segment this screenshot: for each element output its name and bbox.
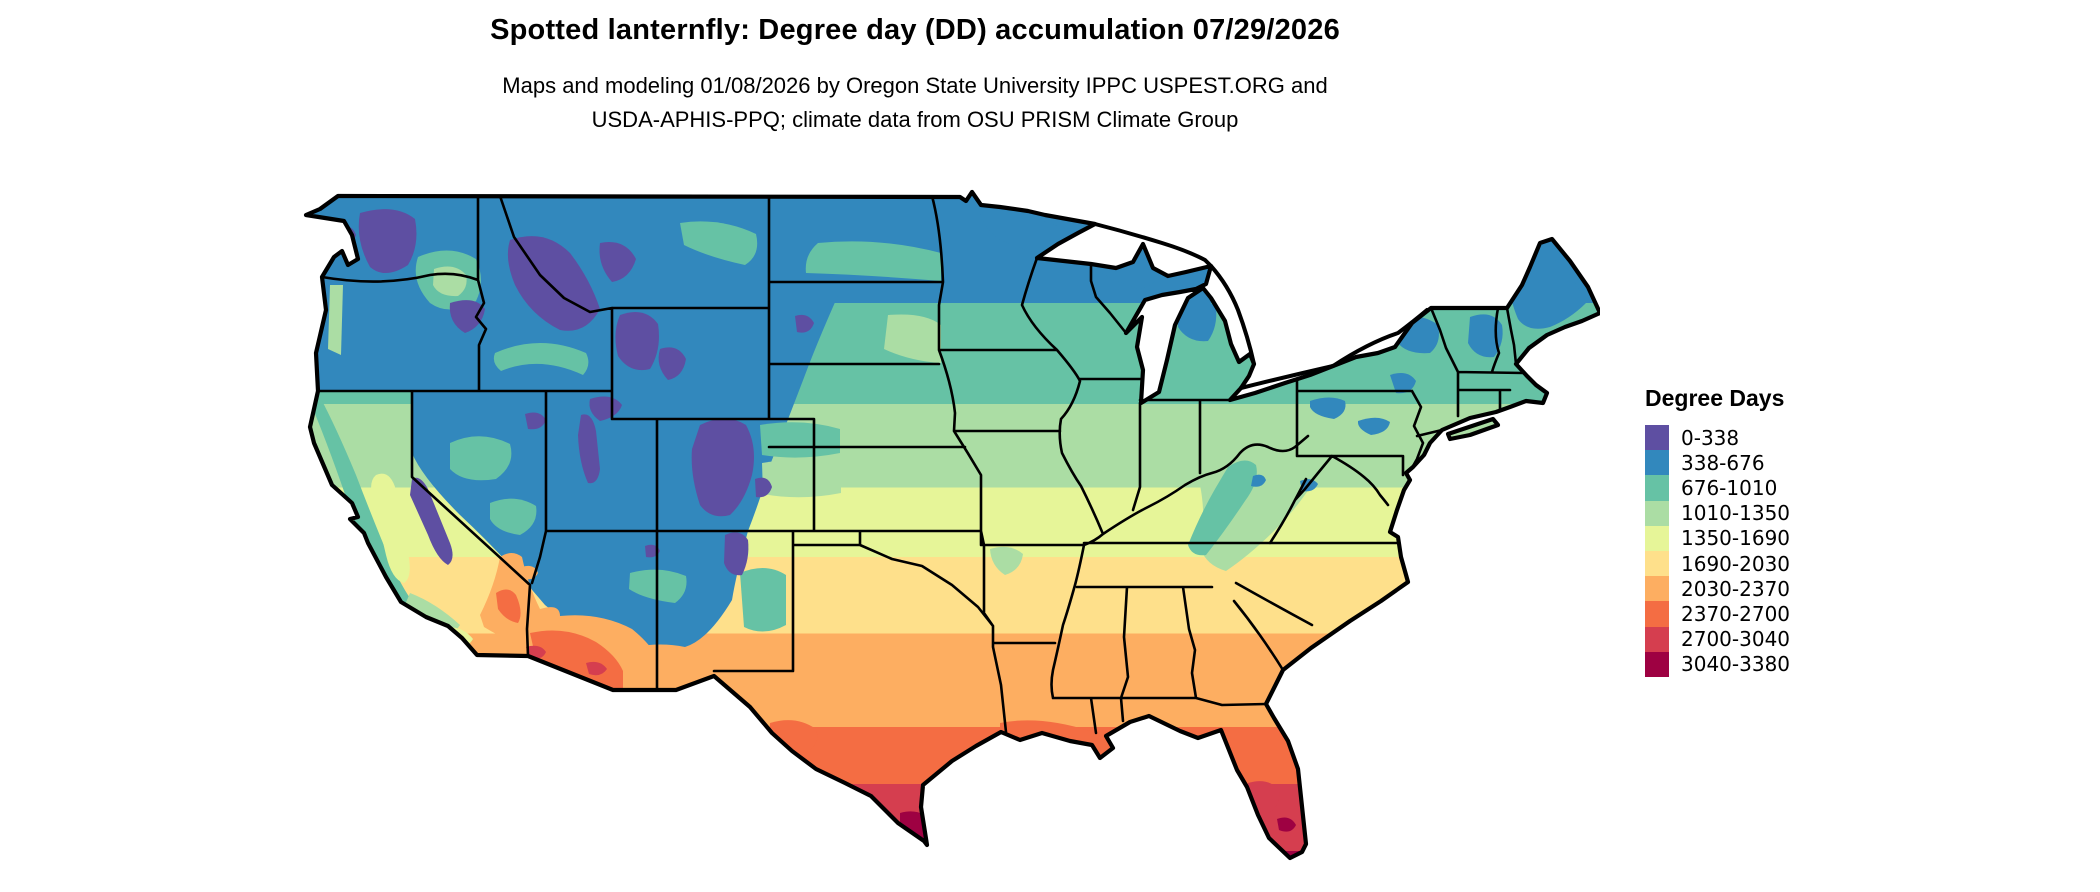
dd-region-patch (805, 241, 941, 281)
dd-region-patch (1178, 298, 1217, 342)
legend-label: 1010-1350 (1681, 501, 1791, 526)
dd-region-patch (691, 418, 754, 517)
dd-region-patch (449, 300, 485, 333)
dd-region-patch (1468, 314, 1503, 358)
dd-region-patch (371, 473, 410, 583)
legend-row: 676-1010 (1645, 475, 1790, 501)
legend-label: 2700-3040 (1681, 627, 1791, 652)
subtitle-line-2: USDA-APHIS-PPQ; climate data from OSU PR… (591, 107, 1239, 132)
legend-row: 1350-1690 (1645, 525, 1791, 551)
dd-region-patch (328, 285, 343, 355)
legend-label: 2030-2370 (1681, 576, 1791, 601)
legend: Degree Days 0-338 338-676 676-1010 1010-135… (1645, 385, 1790, 677)
legend-label: 1350-1690 (1681, 526, 1791, 551)
great-lakes-border-lines (1093, 222, 1429, 390)
legend-row: 2030-2370 (1645, 576, 1791, 602)
legend-label: 676-1010 (1681, 475, 1778, 500)
dd-region-patch (1188, 460, 1257, 556)
dd-region-patch (525, 412, 546, 430)
legend-row: 338-676 (1645, 450, 1790, 476)
legend-row: 2700-3040 (1645, 626, 1791, 652)
page-title: Spotted lanternfly: Degree day (DD) accu… (490, 14, 1340, 46)
state-borders (314, 194, 1526, 735)
legend-swatch (1645, 626, 1669, 652)
raster-fill (306, 192, 1600, 858)
dd-region-patch (990, 546, 1023, 575)
figure-subtitle: Maps and modeling 01/08/2026 by Oregon S… (0, 69, 1830, 137)
legend-rows: 0-338 338-676 676-1010 1010-1350 1350-1690 16… (1645, 425, 1790, 677)
dd-region-patch (358, 209, 417, 274)
legend-row: 3040-3380 (1645, 651, 1791, 677)
legend-label: 0-338 (1681, 425, 1740, 450)
legend-row: 1010-1350 (1645, 500, 1791, 526)
legend-swatch (1645, 550, 1669, 577)
dd-region-patch (658, 347, 686, 380)
dd-region-patch (586, 661, 607, 676)
dd-region-patch (755, 477, 772, 498)
dd-region-patch (769, 720, 818, 753)
legend-row: 0-338 (1645, 425, 1790, 451)
figure-header: Spotted lanternfly: Degree day (DD) accu… (0, 14, 1830, 137)
legend-title: Degree Days (1645, 385, 1785, 411)
dd-region-patch (1357, 417, 1390, 435)
legend-swatch (1645, 500, 1669, 526)
dd-region-patch (578, 414, 600, 484)
us-map-svg (300, 185, 1600, 880)
dd-region-patch (884, 314, 941, 363)
legend-swatch (1645, 525, 1669, 551)
dd-region-patch (724, 532, 749, 576)
legend-label: 3040-3380 (1681, 652, 1791, 677)
dd-region-patch (615, 312, 659, 371)
dd-region-patch (1277, 817, 1296, 832)
dd-region-patch (599, 242, 636, 282)
dd-region-patch (589, 396, 622, 421)
dd-region-patch (1310, 397, 1346, 419)
dd-region-patch (530, 630, 623, 690)
legend-swatch (1645, 425, 1669, 451)
legend-swatch (1645, 651, 1669, 677)
dd-region-patch (762, 460, 841, 498)
legend-label: 1690-2030 (1681, 551, 1791, 576)
dd-region-patch (450, 436, 512, 481)
dd-region-patch (480, 553, 662, 690)
legend-swatch (1645, 450, 1669, 476)
dd-region-patch (740, 567, 786, 632)
dd-region-patch (496, 589, 521, 623)
legend-swatch (1645, 576, 1669, 602)
dd-region-patch (760, 422, 840, 458)
dd-region-patch (493, 343, 589, 375)
dd-region-patch (1251, 474, 1266, 487)
legend-label: 338-676 (1681, 450, 1765, 475)
dd-region-patch (1248, 781, 1280, 813)
legend-row: 2370-2700 (1645, 601, 1791, 627)
legend-swatch (1645, 475, 1669, 501)
dd-region-patch (490, 498, 537, 535)
dd-region-patch (680, 221, 758, 265)
legend-swatch (1645, 601, 1669, 627)
dd-region-patch (1390, 373, 1416, 394)
subtitle-line-1: Maps and modeling 01/08/2026 by Oregon S… (502, 73, 1328, 98)
us-degree-day-map (300, 185, 1600, 880)
dd-region-patch (410, 477, 453, 565)
legend-row: 1690-2030 (1645, 550, 1791, 577)
dd-region-patch (720, 649, 772, 688)
legend-label: 2370-2700 (1681, 601, 1791, 626)
dd-region-patch (795, 314, 814, 333)
